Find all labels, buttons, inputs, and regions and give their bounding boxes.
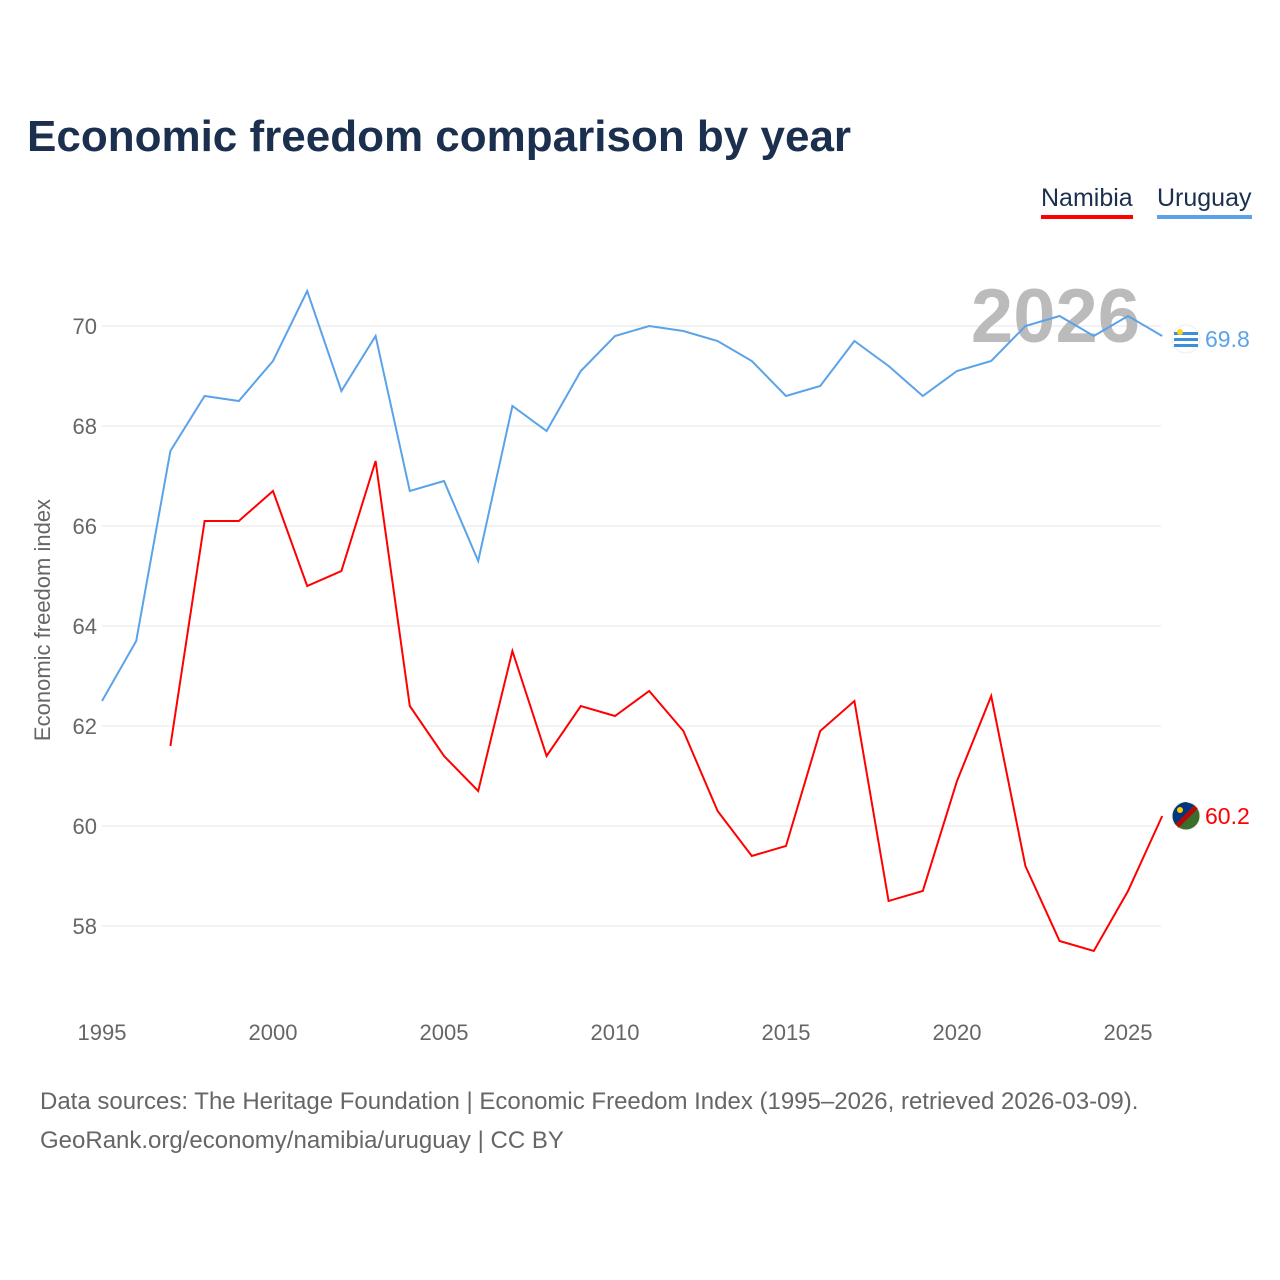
legend-uruguay[interactable]: Uruguay [1157, 184, 1252, 219]
y-tick-label: 66 [73, 514, 97, 539]
y-tick-label: 70 [73, 314, 97, 339]
legend-namibia[interactable]: Namibia [1041, 184, 1133, 219]
y-tick-label: 60 [73, 814, 97, 839]
y-tick-label: 62 [73, 714, 97, 739]
flag-sun [1177, 807, 1183, 813]
flag-sun [1177, 329, 1183, 335]
data-source: Data sources: The Heritage Foundation | … [40, 1088, 1139, 1115]
flag-band [1175, 805, 1198, 828]
end-label-namibia: 60.2 [1205, 803, 1250, 829]
y-tick-label: 64 [73, 614, 97, 639]
y-tick-label: 58 [73, 914, 97, 939]
y-tick-label: 68 [73, 414, 97, 439]
y-axis-label: Economic freedom index [30, 499, 55, 741]
x-tick-label: 1995 [78, 1020, 127, 1045]
series-line-namibia [169, 460, 1164, 953]
series-line-uruguay [101, 288, 1163, 702]
x-tick-label: 2020 [933, 1020, 982, 1045]
flag-stripe [1174, 338, 1198, 341]
flag-stripe [1174, 344, 1198, 347]
x-tick-label: 2000 [249, 1020, 298, 1045]
x-tick-label: 2005 [420, 1020, 469, 1045]
end-label-uruguay: 69.8 [1205, 326, 1250, 352]
x-tick-label: 2010 [591, 1020, 640, 1045]
chart-title: Economic freedom comparison by year [27, 112, 852, 161]
x-tick-label: 2025 [1104, 1020, 1153, 1045]
attribution: GeoRank.org/economy/namibia/uruguay | CC… [40, 1127, 564, 1154]
x-tick-label: 2015 [762, 1020, 811, 1045]
flag-stripe [1174, 332, 1198, 335]
